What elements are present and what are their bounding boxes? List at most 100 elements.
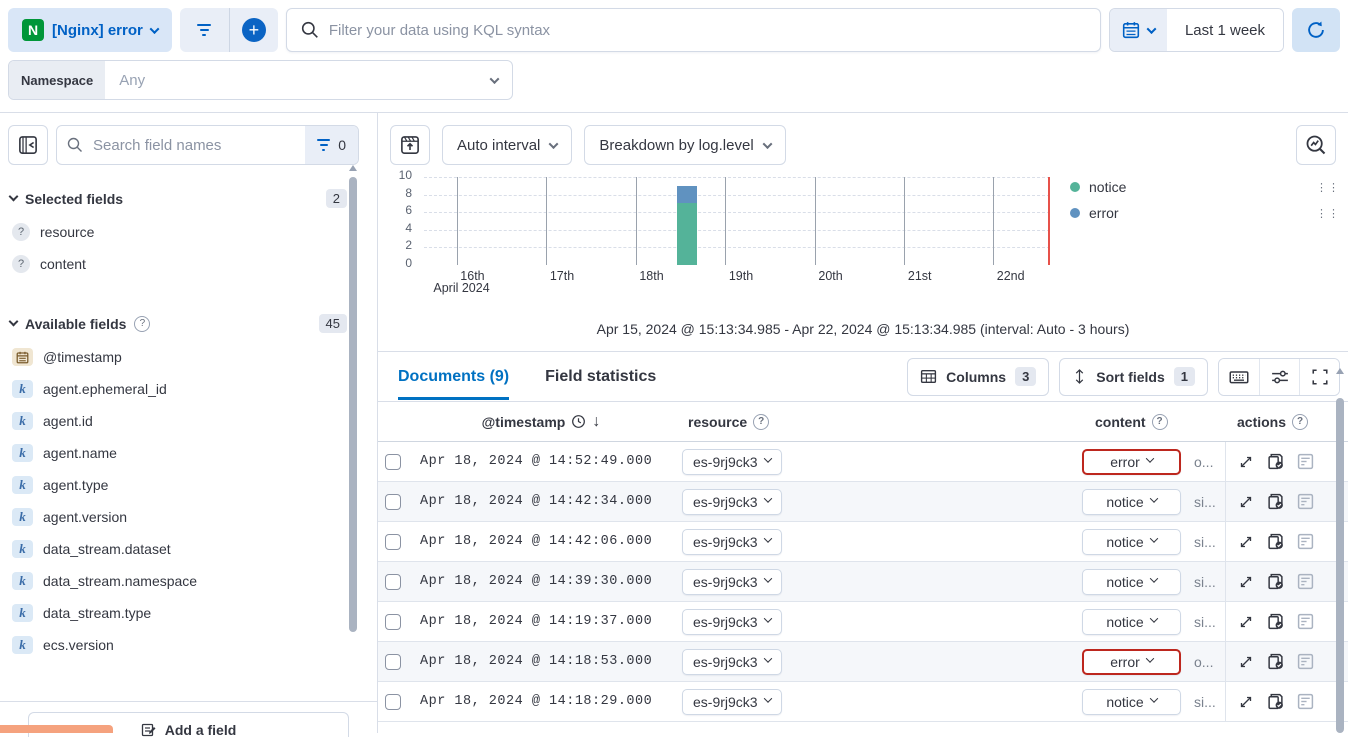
legend-item[interactable]: notice ⋮⋮: [1070, 179, 1340, 195]
field-item[interactable]: k data_stream.type: [0, 597, 377, 629]
tab-documents[interactable]: Documents (9): [398, 354, 510, 400]
content-snippet: si...: [1194, 693, 1216, 710]
hide-chart-button[interactable]: [390, 125, 430, 165]
data-view-picker[interactable]: N [Nginx] error: [8, 8, 172, 52]
tab-field-statistics[interactable]: Field statistics: [545, 367, 657, 385]
kql-search-input[interactable]: [328, 21, 1086, 39]
selected-fields-header[interactable]: Selected fields 2: [0, 175, 377, 216]
resource-badge[interactable]: es-9rj9ck3: [682, 488, 782, 515]
content-level-badge[interactable]: error: [1082, 648, 1181, 675]
collapse-sidebar-button[interactable]: [8, 125, 48, 165]
sort-fields-button[interactable]: Sort fields 1: [1059, 357, 1208, 396]
row-checkbox[interactable]: [385, 453, 401, 470]
expand-document-icon[interactable]: [1238, 534, 1254, 550]
view-surrounding-documents-icon: [1297, 653, 1314, 670]
expand-document-icon[interactable]: [1238, 614, 1254, 630]
data-view-label: [Nginx] error: [52, 21, 143, 39]
expand-document-icon[interactable]: [1238, 574, 1254, 590]
fullscreen-button[interactable]: [1299, 358, 1339, 395]
legend-actions-icon[interactable]: ⋮⋮: [1316, 181, 1340, 194]
column-header-timestamp[interactable]: @timestamp ↓: [481, 412, 601, 430]
chart-plot-area[interactable]: [424, 177, 1050, 265]
resource-badge[interactable]: es-9rj9ck3: [682, 528, 782, 555]
date-quick-select-button[interactable]: [1109, 9, 1167, 51]
copy-document-check-icon[interactable]: [1267, 613, 1284, 630]
resource-badge[interactable]: es-9rj9ck3: [682, 568, 782, 595]
row-checkbox[interactable]: [385, 653, 401, 670]
resource-badge[interactable]: es-9rj9ck3: [682, 448, 782, 475]
keyboard-shortcuts-button[interactable]: [1219, 358, 1259, 395]
selected-fields-count: 2: [325, 189, 347, 208]
field-item[interactable]: ? resource: [0, 216, 377, 248]
content-level-badge[interactable]: notice: [1082, 568, 1181, 595]
column-header-resource[interactable]: resource ?: [672, 413, 1075, 430]
field-item[interactable]: k data_stream.dataset: [0, 533, 377, 565]
interval-select[interactable]: Auto interval: [442, 125, 573, 165]
resource-badge[interactable]: es-9rj9ck3: [682, 648, 782, 675]
field-name: agent.name: [43, 445, 117, 461]
content-level-badge[interactable]: notice: [1082, 688, 1181, 715]
sidebar-scrollbar[interactable]: [349, 165, 357, 635]
row-checkbox[interactable]: [385, 533, 401, 550]
legend-actions-icon[interactable]: ⋮⋮: [1316, 207, 1340, 220]
field-item[interactable]: k agent.version: [0, 501, 377, 533]
content-snippet: si...: [1194, 573, 1216, 590]
add-field-button[interactable]: Add a field: [28, 712, 349, 737]
breakdown-select[interactable]: Breakdown by log.level: [584, 125, 786, 165]
field-item[interactable]: k agent.id: [0, 405, 377, 437]
selected-fields-list: ? resource? content: [0, 216, 377, 292]
copy-document-check-icon[interactable]: [1267, 453, 1284, 470]
gridline: [424, 177, 1050, 178]
resource-badge[interactable]: es-9rj9ck3: [682, 688, 782, 715]
content-level-badge[interactable]: notice: [1082, 528, 1181, 555]
table-scrollbar[interactable]: [1336, 368, 1344, 733]
kql-search-bar[interactable]: [285, 8, 1101, 52]
field-search-input[interactable]: [83, 136, 306, 154]
x-axis-tick-label: 16th: [460, 269, 485, 283]
row-checkbox[interactable]: [385, 693, 401, 710]
field-item[interactable]: @timestamp: [0, 341, 377, 373]
bar-segment-notice[interactable]: [676, 203, 697, 265]
histogram-bar[interactable]: [676, 185, 697, 265]
copy-document-check-icon[interactable]: [1267, 653, 1284, 670]
table-row: Apr 18, 2024 @ 14:42:06.000 es-9rj9ck3 not…: [378, 522, 1348, 562]
expand-document-icon[interactable]: [1238, 654, 1254, 670]
filter-list-button[interactable]: [180, 8, 229, 52]
refresh-button[interactable]: [1292, 8, 1340, 52]
column-header-content[interactable]: content ?: [1075, 413, 1225, 430]
field-item[interactable]: k ecs.version: [0, 629, 377, 661]
field-item[interactable]: k agent.ephemeral_id: [0, 373, 377, 405]
copy-document-check-icon[interactable]: [1267, 573, 1284, 590]
add-filter-button[interactable]: +: [228, 8, 278, 52]
field-item[interactable]: k data_stream.namespace: [0, 565, 377, 597]
columns-button[interactable]: Columns 3: [907, 357, 1050, 396]
expand-document-icon[interactable]: [1238, 694, 1254, 710]
field-item[interactable]: k agent.name: [0, 437, 377, 469]
content-level-badge[interactable]: notice: [1082, 488, 1181, 515]
available-fields-header[interactable]: Available fields ? 45: [0, 292, 377, 341]
expand-document-icon[interactable]: [1238, 454, 1254, 470]
copy-document-check-icon[interactable]: [1267, 693, 1284, 710]
row-checkbox[interactable]: [385, 613, 401, 630]
day-tick-line: [904, 177, 906, 265]
time-range-button[interactable]: Last 1 week: [1166, 9, 1283, 51]
bar-segment-error[interactable]: [676, 185, 697, 204]
namespace-select[interactable]: Namespace Any: [8, 60, 513, 100]
resource-badge[interactable]: es-9rj9ck3: [682, 608, 782, 635]
expand-document-icon[interactable]: [1238, 494, 1254, 510]
add-field-icon: [141, 723, 156, 737]
copy-document-check-icon[interactable]: [1267, 493, 1284, 510]
content-snippet: o...: [1194, 453, 1214, 470]
display-options-button[interactable]: [1259, 358, 1299, 395]
copy-document-check-icon[interactable]: [1267, 533, 1284, 550]
row-checkbox[interactable]: [385, 493, 401, 510]
content-level-badge[interactable]: error: [1082, 448, 1181, 475]
row-checkbox[interactable]: [385, 573, 401, 590]
edit-visualization-button[interactable]: [1296, 125, 1336, 165]
content-level-badge[interactable]: notice: [1082, 608, 1181, 635]
sort-descending-icon[interactable]: ↓: [592, 412, 601, 430]
field-filter-button[interactable]: 0: [305, 126, 358, 164]
field-item[interactable]: ? content: [0, 248, 377, 280]
field-item[interactable]: k agent.type: [0, 469, 377, 501]
legend-item[interactable]: error ⋮⋮: [1070, 205, 1340, 221]
